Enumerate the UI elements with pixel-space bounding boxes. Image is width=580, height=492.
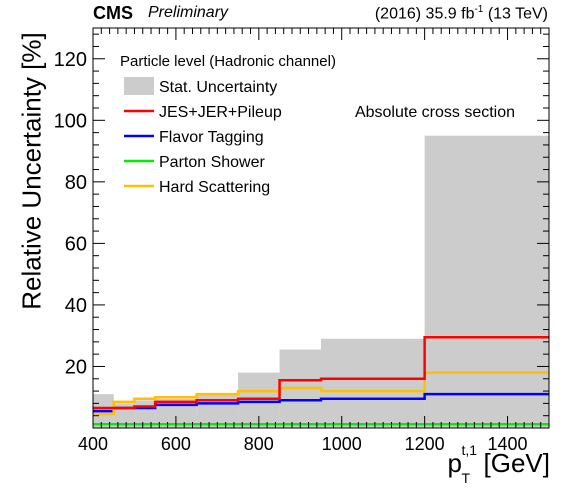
annotation-label: Absolute cross section [355,104,515,121]
lumi-prefix: (2016) 35.9 fb [374,5,475,23]
y-tick-label: 40 [65,295,87,317]
plot-frame [92,27,550,429]
x-tick-label: 400 [78,434,108,454]
y-tick-label: 20 [65,356,87,378]
y-axis-title: Relative Uncertainty [%] [16,32,47,310]
legend-entry-label: Parton Shower [159,154,266,171]
x-tick-label: 1200 [405,434,445,454]
lumi-exponent: -1 [474,4,484,15]
stat-uncertainty-bar [113,403,135,428]
y-tick-label: 80 [65,172,87,194]
x-tick-label: 800 [244,434,274,454]
x-axis-unit: [GeV] [483,448,550,478]
x-axis-superscript: t,1 [461,442,478,458]
legend-swatch-stat [124,77,154,95]
preliminary-label: Preliminary [148,4,229,21]
y-tick-label: 100 [54,110,87,132]
stat-uncertainty-bar [321,338,425,428]
x-tick-label: 1000 [322,434,362,454]
x-tick-label: 1400 [488,434,528,454]
series-line-hard-scattering [93,371,549,416]
legend-entry-label: Flavor Tagging [159,129,264,146]
x-tick-label: 600 [161,434,191,454]
x-axis-symbol: p [447,448,462,478]
cms-label: CMS [93,3,133,23]
legend-title: Particle level (Hadronic channel) [120,53,336,70]
x-axis-title: p t,1 T [GeV] [447,442,550,486]
y-tick-label: 120 [54,49,87,71]
luminosity-label: (2016) 35.9 fb-1 (13 TeV) [375,4,548,23]
x-axis-subscript: T [461,470,471,486]
legend-entry-label: Stat. Uncertainty [159,79,277,96]
legend-entry-label: JES+JER+Pileup [159,104,282,121]
stat-uncertainty-bar [424,135,549,428]
series-line-jes-jer-pileup [93,335,549,410]
legend-entry-label: Hard Scattering [159,179,270,196]
y-tick-label: 60 [65,233,87,255]
lumi-suffix: (13 TeV) [483,5,548,23]
